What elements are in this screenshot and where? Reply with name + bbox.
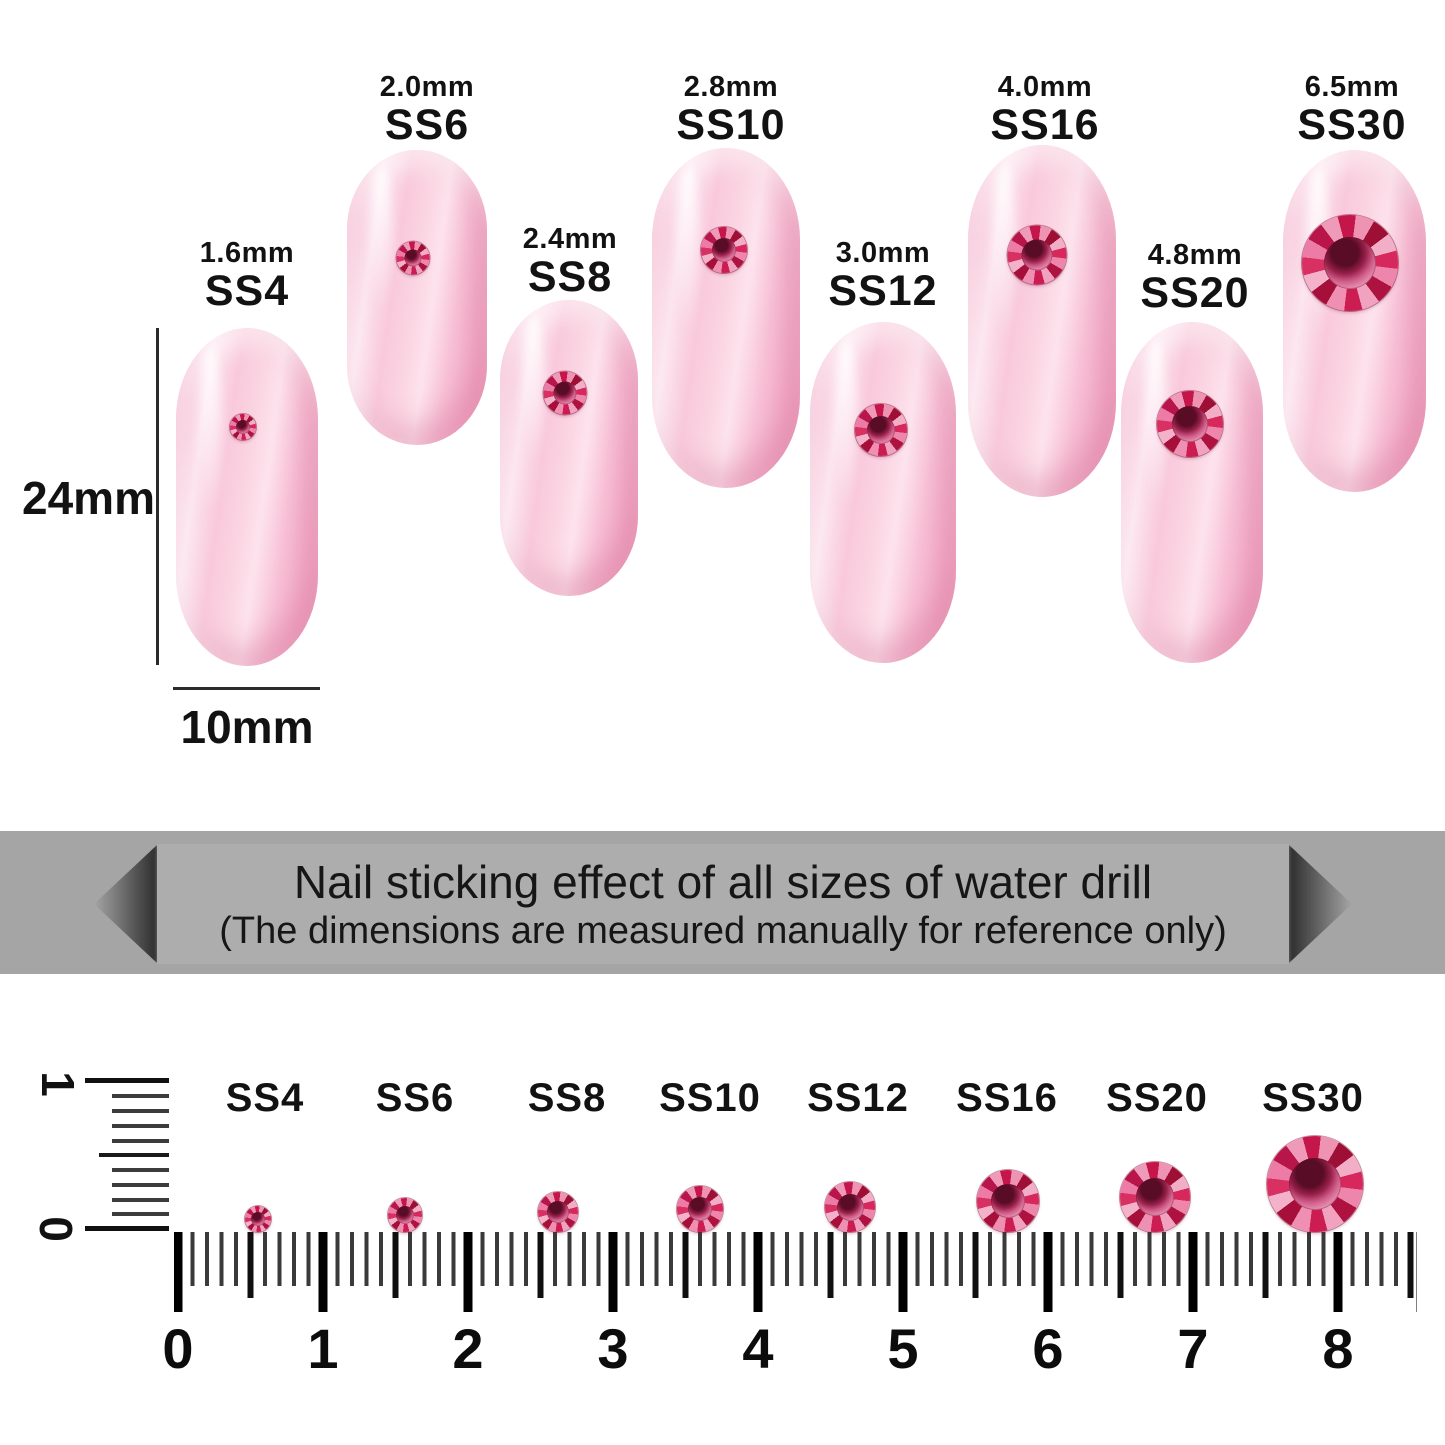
size-mm: 3.0mm bbox=[835, 237, 931, 269]
size-name: SS30 bbox=[1297, 101, 1407, 149]
size-mm: 2.0mm bbox=[379, 71, 475, 103]
size-label-ss6: 2.0mm SS6 bbox=[380, 72, 474, 148]
ruler-number-0: 0 bbox=[162, 1317, 194, 1380]
size-label-ss12: 3.0mm SS12 bbox=[828, 238, 937, 314]
rhinestone-on-ruler-ss4 bbox=[245, 1206, 271, 1232]
ruler-number-3: 3 bbox=[597, 1317, 629, 1380]
banner: Nail sticking effect of all sizes of wat… bbox=[157, 844, 1289, 964]
size-label-ss16: 4.0mm SS16 bbox=[990, 72, 1099, 148]
size-name: SS8 bbox=[527, 253, 613, 301]
nail-width-label: 10mm bbox=[180, 701, 314, 753]
size-label-ss8: 2.4mm SS8 bbox=[523, 224, 617, 300]
ruler-number-6: 6 bbox=[1032, 1317, 1064, 1380]
ruler-number-4: 4 bbox=[742, 1317, 774, 1380]
size-name: SS10 bbox=[676, 101, 786, 149]
rhinestone-icon bbox=[701, 227, 747, 273]
width-dimension-line bbox=[173, 687, 320, 690]
nail-photo bbox=[176, 328, 318, 666]
size-mm: 4.8mm bbox=[1147, 239, 1243, 271]
nail-photo bbox=[1121, 322, 1263, 663]
rhinestone-icon bbox=[396, 241, 430, 275]
vertical-ruler-bottom-number: 0 bbox=[30, 1216, 82, 1242]
ruler-number-8: 8 bbox=[1322, 1317, 1354, 1380]
ruler-number-7: 7 bbox=[1177, 1317, 1209, 1380]
size-mm: 2.8mm bbox=[683, 71, 779, 103]
ruler-size-label-ss8: SS8 bbox=[527, 1076, 607, 1120]
vertical-ruler-top-number: 1 bbox=[32, 1071, 84, 1097]
nail-height-label: 24mm bbox=[22, 472, 155, 524]
nail-photo bbox=[652, 148, 800, 488]
rhinestone-icon bbox=[1302, 215, 1398, 311]
size-mm: 4.0mm bbox=[997, 71, 1093, 103]
rhinestone-on-ruler-ss10 bbox=[677, 1186, 723, 1232]
rhinestone-icon bbox=[855, 404, 907, 456]
rhinestone-icon bbox=[1007, 225, 1067, 285]
rhinestone-on-ruler-ss20 bbox=[1120, 1162, 1190, 1232]
ruler-size-label-ss10: SS10 bbox=[659, 1076, 761, 1120]
nail-photo bbox=[347, 150, 487, 445]
rhinestone-icon bbox=[230, 414, 256, 440]
size-name: SS20 bbox=[1140, 269, 1250, 317]
ruler-size-label-ss12: SS12 bbox=[807, 1076, 909, 1120]
rhinestone-on-ruler-ss16 bbox=[977, 1170, 1039, 1232]
size-name: SS4 bbox=[204, 267, 290, 315]
ruler-size-label-ss30: SS30 bbox=[1262, 1076, 1364, 1120]
rhinestone-on-ruler-ss8 bbox=[538, 1192, 578, 1232]
banner-subtitle: (The dimensions are measured manually fo… bbox=[219, 909, 1227, 952]
size-label-ss10: 2.8mm SS10 bbox=[676, 72, 785, 148]
rhinestone-on-ruler-ss12 bbox=[825, 1182, 875, 1232]
rhinestone-on-ruler-ss30 bbox=[1267, 1136, 1363, 1232]
size-label-ss30: 6.5mm SS30 bbox=[1297, 72, 1406, 148]
ruler-size-label-ss4: SS4 bbox=[225, 1076, 305, 1120]
nail-photo bbox=[968, 145, 1116, 497]
size-mm: 6.5mm bbox=[1304, 71, 1400, 103]
size-mm: 2.4mm bbox=[522, 223, 618, 255]
size-mm: 1.6mm bbox=[199, 237, 295, 269]
size-name: SS12 bbox=[828, 267, 938, 315]
banner-title: Nail sticking effect of all sizes of wat… bbox=[293, 855, 1153, 908]
nail-photo bbox=[500, 300, 638, 596]
size-name: SS16 bbox=[990, 101, 1100, 149]
ruler-number-5: 5 bbox=[887, 1317, 919, 1380]
ruler-size-label-ss16: SS16 bbox=[956, 1076, 1058, 1120]
size-label-ss4: 1.6mm SS4 bbox=[200, 238, 294, 314]
nail-photo bbox=[1283, 150, 1426, 492]
size-name: SS6 bbox=[384, 101, 470, 149]
size-label-ss20: 4.8mm SS20 bbox=[1140, 240, 1249, 316]
ruler-number-1: 1 bbox=[307, 1317, 339, 1380]
rhinestone-icon bbox=[543, 371, 587, 415]
ruler-number-2: 2 bbox=[452, 1317, 484, 1380]
rhinestone-on-ruler-ss6 bbox=[388, 1198, 422, 1232]
ruler-major-ticks bbox=[174, 1232, 1417, 1312]
ruler-size-label-ss6: SS6 bbox=[375, 1076, 455, 1120]
height-dimension-line bbox=[156, 328, 159, 665]
nail-photo bbox=[810, 322, 956, 663]
ruler-size-label-ss20: SS20 bbox=[1106, 1076, 1208, 1120]
rhinestone-icon bbox=[1157, 391, 1223, 457]
